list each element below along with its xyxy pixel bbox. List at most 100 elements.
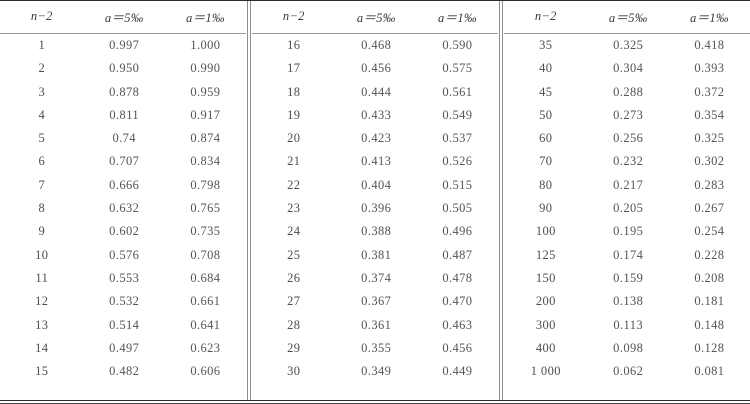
cell-alpha5: 0.433	[361, 107, 392, 122]
cell-alpha1: 0.393	[694, 61, 725, 76]
table-row: 5 0.74 0.874	[0, 127, 246, 150]
cell-alpha1: 0.449	[442, 364, 473, 379]
divider-line-inner	[250, 1, 251, 400]
cell-alpha1: 0.661	[190, 294, 221, 309]
cell-alpha5: 0.113	[613, 317, 644, 332]
table-row: 90 0.205 0.267	[504, 197, 750, 220]
cell-df: 1	[38, 38, 46, 52]
cell-alpha5: 0.396	[361, 201, 392, 216]
cell-alpha5: 0.232	[613, 154, 644, 169]
data-table: n−2 a＝5‰ a＝1‰ 16 0.468 0.590 17 0.456 0.575 18…	[252, 1, 498, 383]
cell-alpha1: 0.990	[190, 61, 221, 76]
table-block-right: n−2 a＝5‰ a＝1‰ 35 0.325 0.418 40 0.304 0.393 45…	[504, 1, 750, 400]
divider-line-outer	[499, 1, 500, 400]
cell-df: 17	[287, 61, 301, 76]
cell-alpha5: 0.288	[613, 84, 644, 99]
cell-df: 300	[535, 317, 556, 332]
table-row: 1 0.997 1.000	[0, 34, 246, 58]
cell-alpha1: 0.623	[190, 340, 221, 355]
cell-alpha5: 0.444	[361, 84, 392, 99]
cell-alpha5: 0.381	[361, 247, 392, 262]
cell-alpha5: 0.632	[109, 201, 140, 216]
cell-df: 200	[535, 294, 556, 309]
cell-alpha5: 0.361	[361, 317, 392, 332]
column-header-alpha1: a＝1‰	[416, 1, 498, 34]
cell-alpha5: 0.388	[361, 224, 392, 239]
table-row: 13 0.514 0.641	[0, 314, 246, 337]
table-row: 8 0.632 0.765	[0, 197, 246, 220]
cell-alpha5: 0.404	[361, 177, 392, 192]
table-row: 60 0.256 0.325	[504, 127, 750, 150]
table-row: 400 0.098 0.128	[504, 337, 750, 360]
cell-alpha1: 0.917	[190, 107, 221, 122]
table-row: 70 0.232 0.302	[504, 150, 750, 173]
table-row: 3 0.878 0.959	[0, 81, 246, 104]
cell-alpha1: 0.283	[694, 177, 725, 192]
cell-df: 23	[287, 201, 301, 216]
table-row: 26 0.374 0.478	[252, 267, 498, 290]
cell-alpha5: 0.304	[613, 61, 644, 76]
table-row: 16 0.468 0.590	[252, 34, 498, 58]
table-row: 40 0.304 0.393	[504, 57, 750, 80]
cell-alpha1: 0.505	[442, 201, 473, 216]
block-divider-2	[498, 1, 504, 400]
divider-line-outer	[247, 1, 248, 400]
cell-alpha1: 0.456	[442, 340, 473, 355]
cell-alpha1: 0.590	[442, 38, 473, 52]
cell-df: 60	[539, 131, 553, 146]
header-row: n−2 a＝5‰ a＝1‰	[504, 1, 750, 34]
table-row: 4 0.811 0.917	[0, 104, 246, 127]
cell-alpha5: 0.138	[613, 294, 644, 309]
cell-df: 70	[539, 154, 553, 169]
cell-alpha1: 0.549	[442, 107, 473, 122]
table-row: 27 0.367 0.470	[252, 290, 498, 313]
cell-alpha5: 0.256	[613, 131, 644, 146]
cell-alpha1: 0.515	[442, 177, 473, 192]
header-row: n−2 a＝5‰ a＝1‰	[252, 1, 498, 34]
cell-alpha5: 0.997	[109, 38, 140, 52]
table-row: 19 0.433 0.549	[252, 104, 498, 127]
cell-alpha1: 0.354	[694, 107, 725, 122]
cell-alpha5: 0.374	[361, 270, 392, 285]
table-row: 10 0.576 0.708	[0, 244, 246, 267]
table-row: 150 0.159 0.208	[504, 267, 750, 290]
cell-alpha1: 0.254	[694, 224, 725, 239]
cell-alpha5: 0.413	[361, 154, 392, 169]
cell-alpha1: 0.463	[442, 317, 473, 332]
table-row: 22 0.404 0.515	[252, 174, 498, 197]
cell-df: 45	[539, 84, 553, 99]
table-row: 2 0.950 0.990	[0, 57, 246, 80]
cell-df: 4	[38, 107, 46, 122]
cell-alpha1: 0.641	[190, 317, 221, 332]
cell-alpha5: 0.707	[109, 154, 140, 169]
cell-df: 27	[287, 294, 301, 309]
cell-df: 11	[35, 270, 49, 285]
cell-df: 8	[38, 201, 46, 216]
cell-df: 21	[287, 154, 301, 169]
cell-df: 15	[35, 364, 49, 379]
table-body-left: 1 0.997 1.000 2 0.950 0.990 3 0.878 0.959 4 0.811 0…	[0, 34, 246, 384]
column-header-n: n−2	[504, 1, 588, 34]
table-row: 30 0.349 0.449	[252, 360, 498, 383]
cell-alpha1: 0.302	[694, 154, 725, 169]
cell-df: 40	[539, 61, 553, 76]
cell-df: 150	[535, 270, 556, 285]
cell-alpha5: 0.532	[109, 294, 140, 309]
header-row: n−2 a＝5‰ a＝1‰	[0, 1, 246, 34]
cell-alpha5: 0.098	[613, 340, 644, 355]
table-row: 21 0.413 0.526	[252, 150, 498, 173]
cell-df: 13	[35, 317, 49, 332]
cell-alpha1: 0.606	[190, 364, 221, 379]
cell-df: 30	[287, 364, 301, 379]
table-block-left: n−2 a＝5‰ a＝1‰ 1 0.997 1.000 2 0.950 0.990 3 0.8…	[0, 1, 246, 400]
cell-df: 14	[35, 340, 49, 355]
cell-df: 125	[535, 247, 556, 262]
table-row: 23 0.396 0.505	[252, 197, 498, 220]
cell-df: 50	[539, 107, 553, 122]
cell-alpha5: 0.497	[109, 340, 140, 355]
table-row: 24 0.388 0.496	[252, 220, 498, 243]
data-table: n−2 a＝5‰ a＝1‰ 1 0.997 1.000 2 0.950 0.990 3 0.8…	[0, 1, 246, 383]
table-row: 15 0.482 0.606	[0, 360, 246, 383]
cell-df: 3	[38, 84, 46, 99]
cell-alpha5: 0.423	[361, 131, 392, 146]
